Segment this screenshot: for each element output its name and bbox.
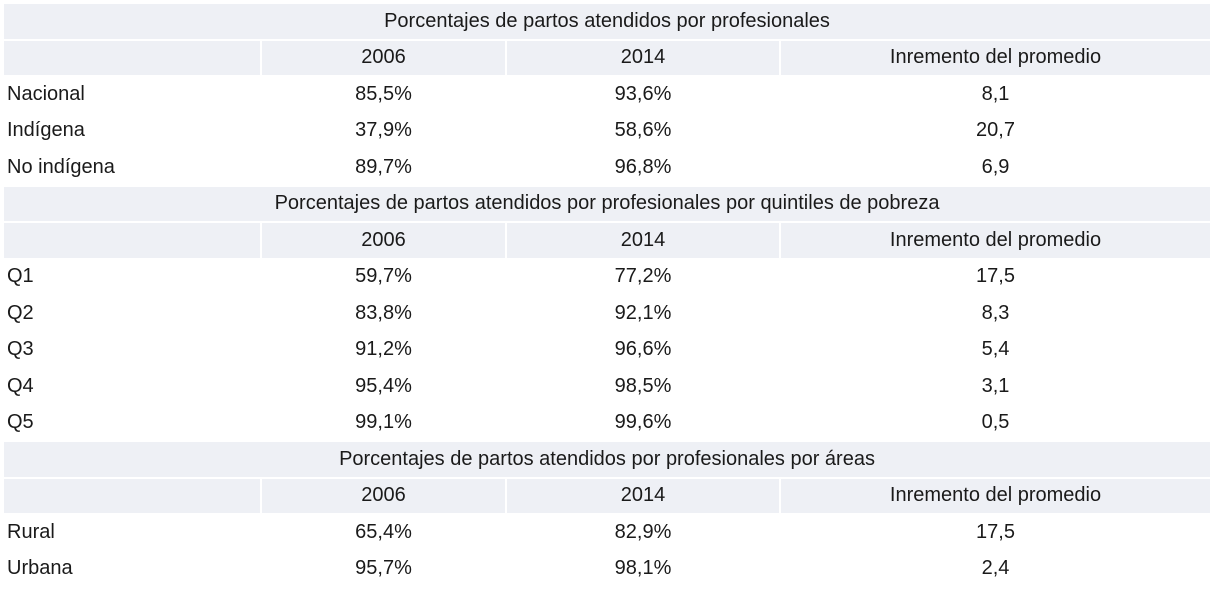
table-row: Q2 83,8% 92,1% 8,3	[4, 296, 1213, 333]
value-increment: 20,7	[781, 113, 1213, 150]
table-row: Rural 65,4% 82,9% 17,5	[4, 515, 1213, 552]
value-2006: 85,5%	[262, 77, 507, 114]
header-row: 2006 2014 Inremento del promedio	[4, 223, 1213, 260]
section-title: Porcentajes de partos atendidos por prof…	[4, 4, 1213, 41]
value-2014: 77,2%	[507, 259, 781, 296]
table-row: Q4 95,4% 98,5% 3,1	[4, 369, 1213, 406]
value-2006: 83,8%	[262, 296, 507, 333]
table-row: Q5 99,1% 99,6% 0,5	[4, 405, 1213, 442]
value-2014: 82,9%	[507, 515, 781, 552]
value-2014: 96,8%	[507, 150, 781, 187]
value-increment: 17,5	[781, 259, 1213, 296]
table-row: Indígena 37,9% 58,6% 20,7	[4, 113, 1213, 150]
value-2014: 96,6%	[507, 332, 781, 369]
header-cell-2014: 2014	[507, 478, 781, 515]
header-cell-empty	[4, 223, 262, 260]
header-cell-empty	[4, 40, 262, 77]
section-title-row: Porcentajes de partos atendidos por prof…	[4, 442, 1213, 479]
header-cell-2014: 2014	[507, 40, 781, 77]
value-increment: 5,4	[781, 332, 1213, 369]
header-cell-increment: Inremento del promedio	[781, 40, 1213, 77]
table-row: Q1 59,7% 77,2% 17,5	[4, 259, 1213, 296]
value-increment: 17,5	[781, 515, 1213, 552]
value-2014: 98,1%	[507, 551, 781, 588]
value-2006: 37,9%	[262, 113, 507, 150]
row-label: Indígena	[4, 113, 262, 150]
value-2006: 95,4%	[262, 369, 507, 406]
section-title: Porcentajes de partos atendidos por prof…	[4, 442, 1213, 479]
table-row: No indígena 89,7% 96,8% 6,9	[4, 150, 1213, 187]
header-cell-empty	[4, 478, 262, 515]
header-row: 2006 2014 Inremento del promedio	[4, 40, 1213, 77]
row-label: Q1	[4, 259, 262, 296]
value-increment: 8,3	[781, 296, 1213, 333]
value-2014: 92,1%	[507, 296, 781, 333]
value-increment: 0,5	[781, 405, 1213, 442]
row-label: Q3	[4, 332, 262, 369]
value-2006: 65,4%	[262, 515, 507, 552]
value-2014: 98,5%	[507, 369, 781, 406]
header-cell-increment: Inremento del promedio	[781, 223, 1213, 260]
row-label: Urbana	[4, 551, 262, 588]
value-2014: 99,6%	[507, 405, 781, 442]
row-label: Q4	[4, 369, 262, 406]
value-increment: 6,9	[781, 150, 1213, 187]
header-row: 2006 2014 Inremento del promedio	[4, 478, 1213, 515]
header-cell-2006: 2006	[262, 478, 507, 515]
table-row: Urbana 95,7% 98,1% 2,4	[4, 551, 1213, 588]
row-label: Q5	[4, 405, 262, 442]
value-2014: 93,6%	[507, 77, 781, 114]
row-label: Q2	[4, 296, 262, 333]
section-title-row: Porcentajes de partos atendidos por prof…	[4, 4, 1213, 41]
value-2014: 58,6%	[507, 113, 781, 150]
section-title: Porcentajes de partos atendidos por prof…	[4, 186, 1213, 223]
section-title-row: Porcentajes de partos atendidos por prof…	[4, 186, 1213, 223]
value-increment: 8,1	[781, 77, 1213, 114]
header-cell-2014: 2014	[507, 223, 781, 260]
value-2006: 99,1%	[262, 405, 507, 442]
header-cell-2006: 2006	[262, 40, 507, 77]
table-row: Nacional 85,5% 93,6% 8,1	[4, 77, 1213, 114]
value-2006: 59,7%	[262, 259, 507, 296]
header-cell-2006: 2006	[262, 223, 507, 260]
value-2006: 91,2%	[262, 332, 507, 369]
value-increment: 3,1	[781, 369, 1213, 406]
row-label: No indígena	[4, 150, 262, 187]
header-cell-increment: Inremento del promedio	[781, 478, 1213, 515]
value-2006: 89,7%	[262, 150, 507, 187]
partos-table: Porcentajes de partos atendidos por prof…	[4, 4, 1213, 588]
row-label: Rural	[4, 515, 262, 552]
value-2006: 95,7%	[262, 551, 507, 588]
row-label: Nacional	[4, 77, 262, 114]
value-increment: 2,4	[781, 551, 1213, 588]
table-row: Q3 91,2% 96,6% 5,4	[4, 332, 1213, 369]
